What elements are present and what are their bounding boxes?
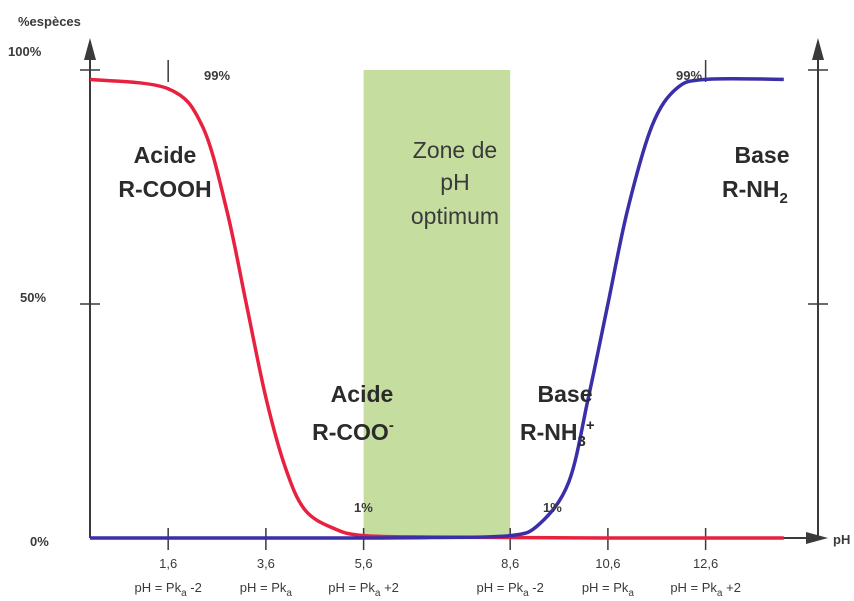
pct-99-left: 99% (204, 68, 230, 83)
x-tick-sublabel: pH = Pka (240, 580, 293, 599)
y-axis-label: %espèces (18, 14, 81, 29)
x-tick-sublabel: pH = Pka -2 (135, 580, 202, 599)
acide-coo-sup: - (389, 417, 394, 434)
x-ticks: 1,6 pH = Pka -2 3,6 pH = Pka 5,6 pH = Pka +2 8… (135, 60, 741, 599)
acid-curve (89, 77, 784, 540)
zone-label-line-3: optimum (411, 203, 499, 229)
label-base-nh2-1: Base (735, 142, 790, 168)
y-tick-label-50: 50% (20, 290, 46, 305)
base-nh3-sub: 3 (578, 433, 586, 450)
x-tick-label: 10,6 (595, 556, 620, 571)
zone-label-line-2: pH (440, 169, 469, 195)
x-tick-label: 8,6 (501, 556, 519, 571)
pct-1-right: 1% (543, 500, 562, 515)
label-base-nh3-2: R-NH3+ (520, 417, 595, 450)
x-tick-sublabel: pH = Pka +2 (328, 580, 399, 599)
base-curve (90, 76, 784, 540)
x-tick-sublabel: pH = Pka -2 (477, 580, 544, 599)
x-axis-label: pH (833, 532, 850, 547)
y-tick-label-100: 100% (8, 44, 42, 59)
pct-99-right: 99% (676, 68, 702, 83)
label-base-nh2-2: R-NH2 (722, 176, 788, 207)
series-group (89, 76, 784, 540)
label-acide-cooh-1: Acide (134, 142, 197, 168)
label-acide-coo-1: Acide (331, 381, 394, 407)
base-nh3-sup: + (586, 417, 595, 434)
base-nh2-main: R-NH (722, 176, 780, 202)
y-tick-label-0: 0% (30, 534, 49, 549)
right-axis-arrow (812, 38, 824, 60)
pct-1-left: 1% (354, 500, 373, 515)
base-nh3-main: R-NH (520, 419, 578, 445)
x-tick-label: 12,6 (693, 556, 718, 571)
y-axis-arrow (84, 38, 96, 60)
x-tick-sublabel: pH = Pka (582, 580, 635, 599)
acide-coo-main: R-COO (312, 419, 389, 445)
base-nh2-sub: 2 (780, 190, 788, 207)
optimum-zone (363, 70, 511, 538)
x-tick-sublabel: pH = Pka +2 (670, 580, 741, 599)
x-tick-label: 1,6 (159, 556, 177, 571)
x-tick-label: 3,6 (257, 556, 275, 571)
x-tick-label: 5,6 (355, 556, 373, 571)
label-acide-cooh-2: R-COOH (118, 176, 211, 202)
label-acide-coo-2: R-COO- (312, 417, 394, 445)
label-base-nh3-1: Base (538, 381, 593, 407)
zone-label-line-1: Zone de (413, 137, 497, 163)
